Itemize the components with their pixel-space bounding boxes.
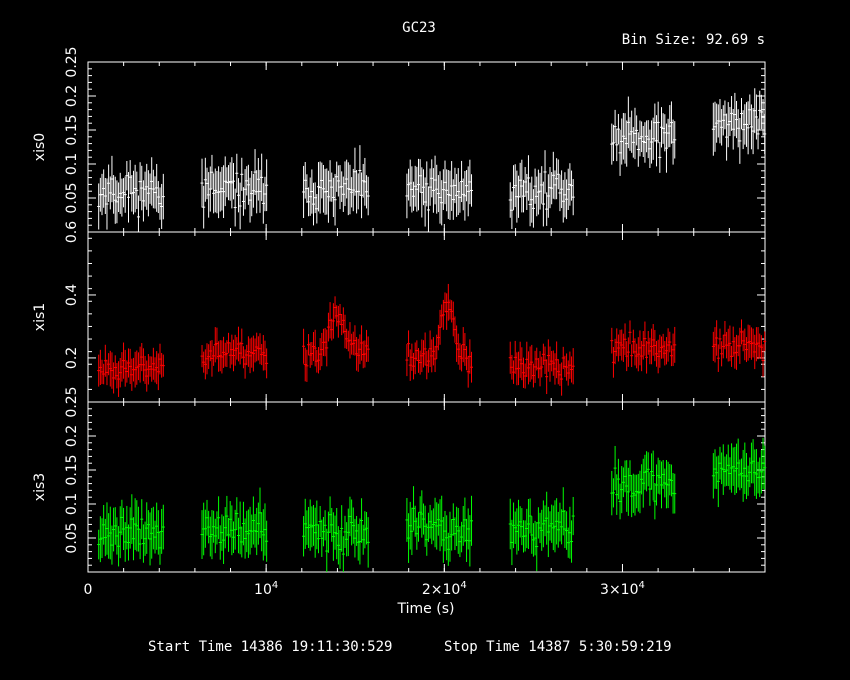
y-tick-label-xis3: 0.1 — [64, 493, 80, 515]
y-tick-label-xis0: 0.25 — [64, 46, 80, 77]
plot-marks: 0.05 0.1 0.15 0.2 0.25 xis0 0.2 0.4 0.6 xis1 0.05 0… — [32, 46, 767, 598]
chart-title: GC23 — [402, 20, 436, 36]
y-tick-label-xis0: 0.15 — [64, 114, 80, 145]
y-tick-label-xis3: 0.25 — [64, 386, 80, 417]
bin-size-label: Bin Size: 92.69 s — [622, 32, 765, 48]
x-tick-label: 2×104 — [422, 580, 467, 598]
y-tick-label-xis1: 0.4 — [64, 284, 80, 306]
y-tick-label-xis1: 0.2 — [64, 347, 80, 369]
panel-label-xis0: xis0 — [32, 133, 48, 161]
x-tick-label: 104 — [254, 580, 278, 598]
y-tick-label-xis3: 0.15 — [64, 454, 80, 485]
y-tick-label-xis0: 0.2 — [64, 85, 80, 107]
y-tick-label-xis0: 0.05 — [64, 182, 80, 213]
stop-time-label: Stop Time 14387 5:30:59:219 — [444, 639, 672, 655]
y-tick-label-xis1: 0.6 — [64, 221, 80, 243]
x-tick-label: 0 — [84, 582, 93, 598]
y-tick-label-xis0: 0.1 — [64, 153, 80, 175]
panel-frame-xis0 — [87, 61, 766, 233]
y-tick-label-xis3: 0.05 — [64, 522, 80, 553]
panel-label-xis1: xis1 — [32, 303, 48, 331]
x-tick-label: 3×104 — [600, 580, 645, 598]
start-time-label: Start Time 14386 19:11:30:529 — [148, 639, 392, 655]
x-axis-label: Time (s) — [397, 601, 455, 617]
y-tick-label-xis3: 0.2 — [64, 425, 80, 447]
panel-label-xis3: xis3 — [32, 473, 48, 501]
